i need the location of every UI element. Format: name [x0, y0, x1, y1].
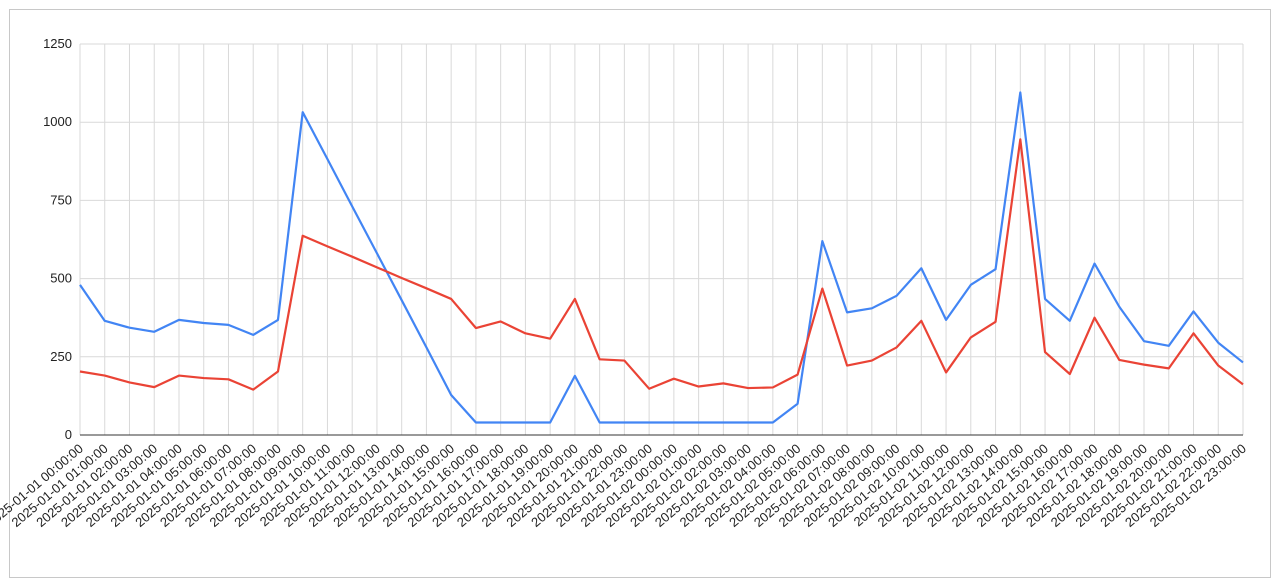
y-tick-label: 750: [50, 192, 72, 207]
series-line: [79, 91, 1244, 424]
y-tick-label: 500: [50, 271, 72, 286]
series-line: [79, 138, 1244, 391]
y-tick-label: 250: [50, 349, 72, 364]
y-tick-label: 1250: [43, 36, 72, 51]
y-tick-label: 0: [65, 427, 72, 442]
chart-frame: [9, 9, 1271, 578]
y-tick-label: 1000: [43, 114, 72, 129]
